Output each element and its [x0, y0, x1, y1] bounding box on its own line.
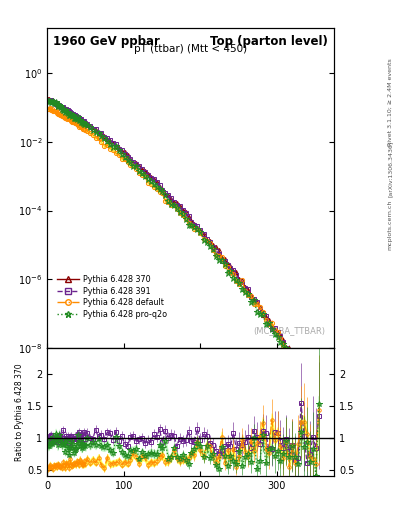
Text: [arXiv:1306.3436]: [arXiv:1306.3436]	[387, 141, 393, 197]
Text: Top (parton level): Top (parton level)	[210, 35, 328, 48]
Y-axis label: Ratio to Pythia 6.428 370: Ratio to Pythia 6.428 370	[15, 364, 24, 461]
Text: mcplots.cern.ch: mcplots.cern.ch	[387, 200, 393, 250]
Legend: Pythia 6.428 370, Pythia 6.428 391, Pythia 6.428 default, Pythia 6.428 pro-q2o: Pythia 6.428 370, Pythia 6.428 391, Pyth…	[57, 275, 167, 318]
Text: Rivet 3.1.10; ≥ 2.4M events: Rivet 3.1.10; ≥ 2.4M events	[387, 58, 393, 146]
Text: pT (ttbar) (Mtt < 450): pT (ttbar) (Mtt < 450)	[134, 44, 247, 54]
Text: (MC_FBA_TTBAR): (MC_FBA_TTBAR)	[253, 326, 325, 335]
Text: 1960 GeV ppbar: 1960 GeV ppbar	[53, 35, 160, 48]
